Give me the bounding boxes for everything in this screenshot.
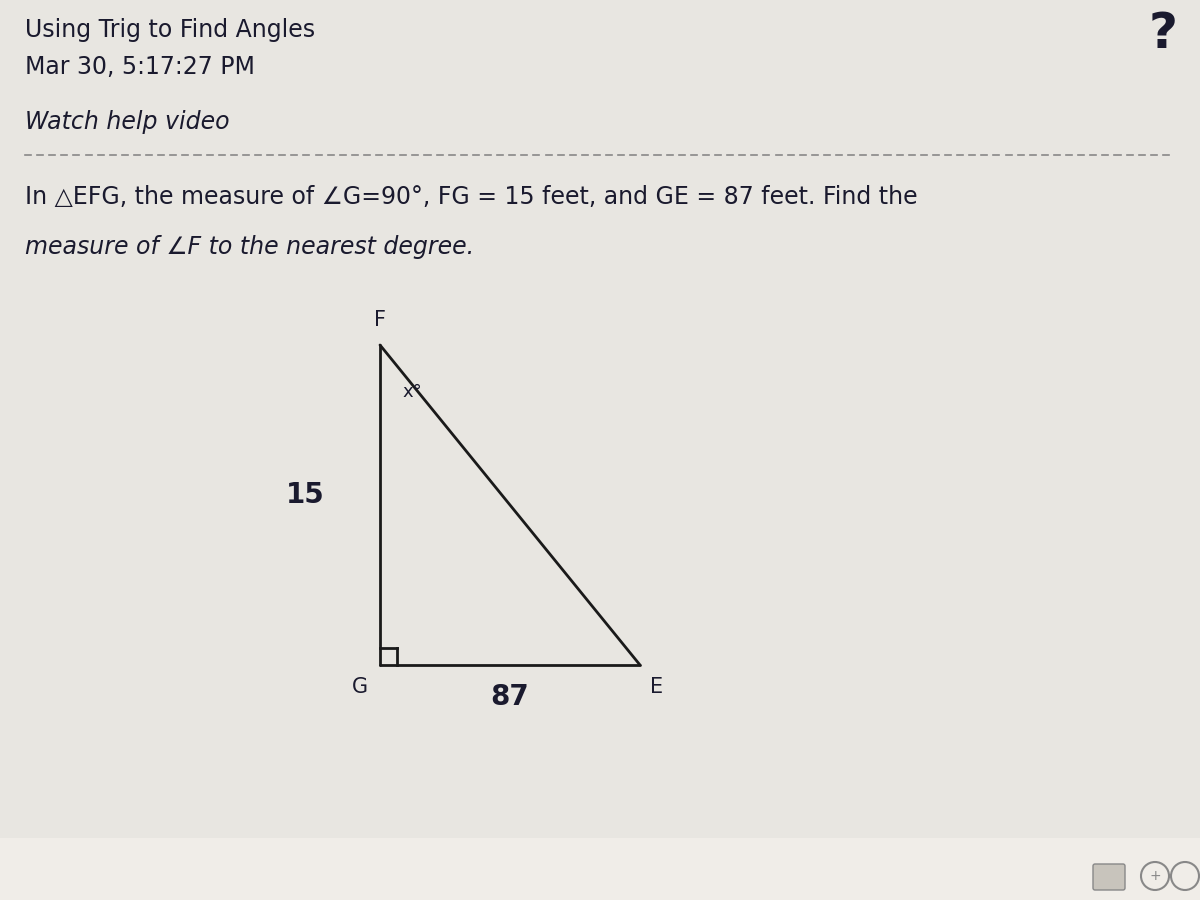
Text: In △EFG, the measure of ∠G=90°, FG = 15 feet, and GE = 87 feet. Find the: In △EFG, the measure of ∠G=90°, FG = 15 … [25,185,918,209]
Text: 87: 87 [491,683,529,711]
Text: G: G [352,677,368,697]
Text: Using Trig to Find Angles: Using Trig to Find Angles [25,18,316,42]
Bar [0,838,1200,900]
Text: Watch help video: Watch help video [25,110,229,134]
Text: +: + [1150,869,1160,883]
Text: E: E [650,677,664,697]
Text: x°: x° [402,383,421,401]
FancyBboxPatch shape [1093,864,1126,890]
Text: Mar 30, 5:17:27 PM: Mar 30, 5:17:27 PM [25,55,254,79]
Text: 15: 15 [287,481,325,509]
Text: ?: ? [1150,10,1178,58]
Text: F: F [374,310,386,330]
Text: measure of ∠F to the nearest degree.: measure of ∠F to the nearest degree. [25,235,474,259]
